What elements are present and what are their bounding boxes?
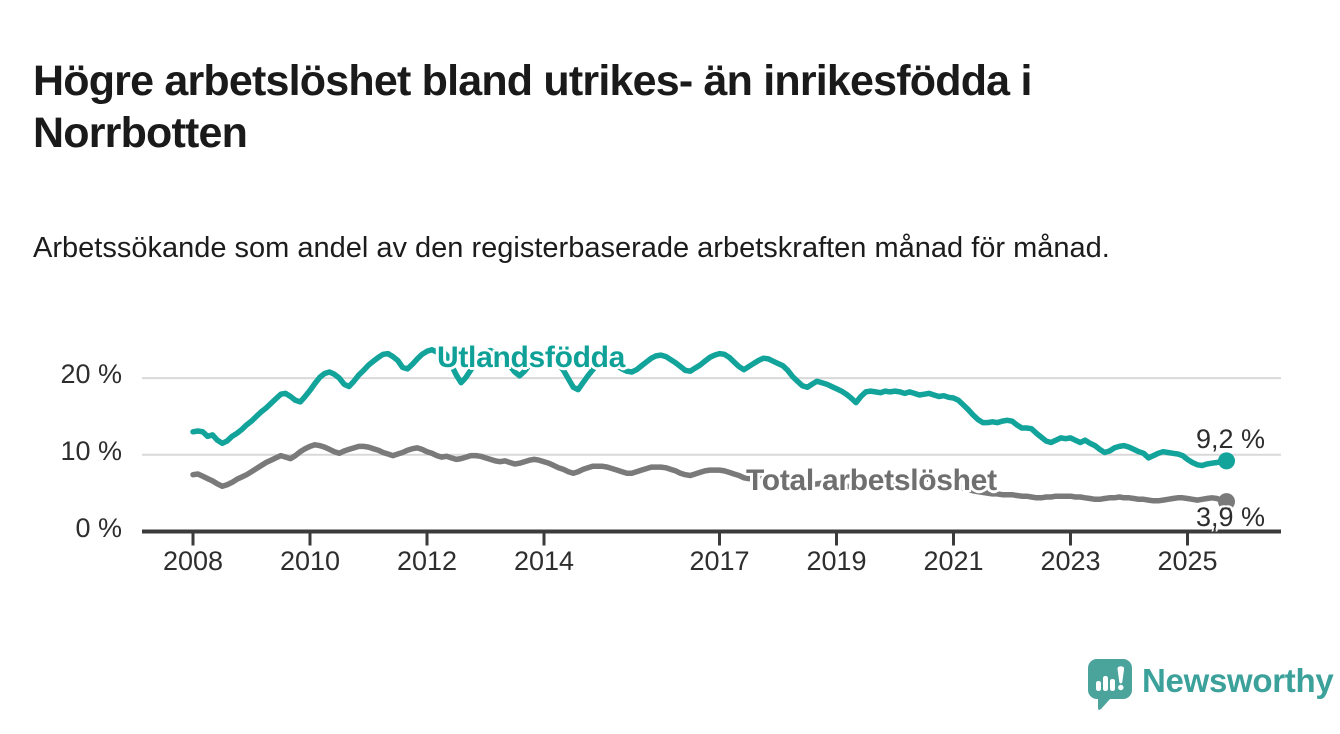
newsworthy-logo-icon: [1088, 659, 1132, 710]
y-tick-label: 0 %: [75, 512, 122, 543]
x-tick-label: 2023: [1040, 546, 1101, 576]
page-title: Högre arbetslöshet bland utrikes- än inr…: [33, 56, 1032, 157]
series-label-utlandsfodda: Utlandsfödda: [437, 341, 626, 374]
series-label-total-arbetsloshet: Total arbetslöshet: [746, 464, 997, 497]
x-tick-label: 2019: [806, 546, 867, 576]
series-line-1: [190, 442, 1230, 505]
x-tick-label: 2021: [923, 546, 984, 576]
series-line-0: [190, 346, 1230, 469]
chart-subtitle: Arbetssökande som andel av den registerb…: [33, 232, 1110, 264]
end-value-label-utlandsfodda: 9,2 %: [1196, 424, 1266, 454]
end-value-label-total: 3,9 %: [1196, 502, 1266, 532]
y-tick-label: 20 %: [60, 359, 122, 390]
y-tick-label: 10 %: [60, 435, 122, 466]
x-tick-label: 2025: [1157, 546, 1218, 576]
x-tick-label: 2012: [396, 546, 458, 576]
x-tick-label: 2017: [689, 546, 750, 576]
x-tick-label: 2008: [162, 546, 224, 576]
newsworthy-logo: Newsworthy: [1087, 658, 1334, 710]
newsworthy-wordmark: Newsworthy: [1142, 662, 1334, 699]
x-tick-label: 2014: [513, 546, 575, 576]
x-tick-label: 2010: [279, 546, 341, 576]
